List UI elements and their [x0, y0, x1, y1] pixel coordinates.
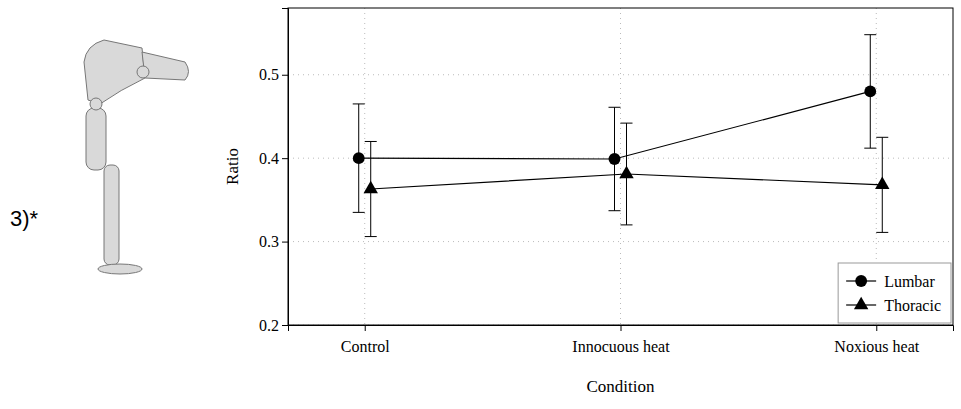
error-bar-part	[609, 210, 621, 211]
grid-line	[288, 241, 953, 242]
error-bar-part	[621, 224, 633, 225]
icon-upper-back	[142, 52, 189, 80]
panel-label: 3)*	[10, 206, 39, 231]
legend-label: Lumbar	[884, 273, 935, 290]
y-tick: 0.3	[259, 233, 288, 250]
legend-key-marker	[854, 297, 868, 309]
error-bar	[609, 107, 621, 210]
legend-key-marker	[855, 275, 867, 287]
error-bar-part	[876, 137, 888, 138]
marker	[619, 166, 633, 178]
legend-box	[838, 263, 951, 323]
x-tick: Innocuous heat	[572, 325, 670, 355]
y-axis-line	[282, 9, 289, 326]
figure-icon	[84, 40, 189, 274]
legend: Lumbar Thoracic	[838, 263, 951, 323]
y-tick-label: 0.3	[259, 233, 279, 250]
error-bar-part	[864, 148, 876, 149]
plot-frame	[288, 8, 953, 325]
error-bar	[353, 104, 365, 212]
error-bar	[864, 35, 876, 148]
icon-joint	[90, 98, 102, 110]
icon-leg	[104, 165, 119, 265]
x-tick-mark	[621, 325, 622, 331]
y-tick-mark	[282, 325, 288, 326]
y-tick: 0.5	[259, 66, 288, 83]
grid-line	[364, 8, 365, 325]
y-tick: 0.4	[259, 150, 288, 167]
marker	[353, 152, 365, 164]
error-bar-part	[621, 123, 633, 124]
y-tick-mark	[282, 75, 288, 76]
x-tick: Noxious heat	[834, 325, 919, 355]
chart: 3)* 0.2 0.3 0.4 0.5 Control Innocuous heat Noxi…	[0, 0, 961, 409]
icon-foot	[98, 264, 142, 274]
error-bar-part	[353, 103, 365, 104]
plot-marks	[353, 35, 890, 237]
grid-line	[620, 8, 621, 325]
y-axis-title: Ratio	[223, 148, 242, 185]
icon-joint	[137, 66, 149, 78]
marker	[609, 153, 621, 165]
error-bar-part	[365, 236, 377, 237]
plot-background	[288, 8, 953, 325]
x-tick-mark	[876, 325, 877, 331]
icon-thigh	[86, 108, 106, 170]
y-tick-label: 0.4	[259, 150, 279, 167]
y-tick: 0.2	[259, 317, 288, 334]
x-tick-label: Innocuous heat	[572, 338, 670, 355]
x-tick-mark	[365, 325, 366, 331]
error-bar-part	[864, 34, 876, 35]
legend-label: Thoracic	[884, 297, 941, 314]
x-axis-line	[289, 326, 954, 332]
grid-line	[288, 74, 953, 75]
x-axis-title: Condition	[586, 377, 655, 396]
error-bar-part	[609, 107, 621, 108]
error-bar-part	[876, 232, 888, 233]
x-tick-label: Control	[341, 338, 390, 355]
x-tick-label: Noxious heat	[834, 338, 919, 355]
x-axis: Control Innocuous heat Noxious heat	[289, 325, 954, 355]
marker	[864, 86, 876, 98]
y-tick-mark	[282, 158, 288, 159]
y-tick-mark	[282, 242, 288, 243]
y-tick-label: 0.2	[259, 317, 279, 334]
y-axis: 0.2 0.3 0.4 0.5	[259, 9, 289, 334]
error-bar-part	[365, 141, 377, 142]
marker	[364, 181, 378, 193]
x-tick: Control	[341, 325, 390, 355]
error-bar-part	[353, 212, 365, 213]
grid	[288, 8, 953, 325]
marker	[875, 177, 889, 189]
y-tick-label: 0.5	[259, 66, 279, 83]
icon-torso	[84, 40, 145, 104]
